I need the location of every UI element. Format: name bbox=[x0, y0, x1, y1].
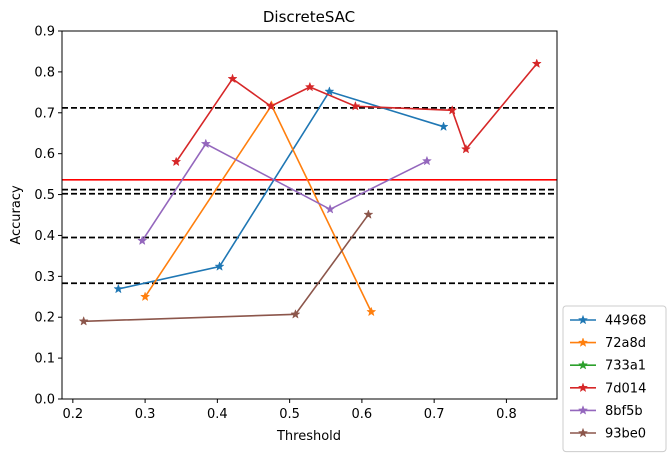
y-tick-label: 0.5 bbox=[34, 188, 55, 203]
data-point-7d014-0 bbox=[171, 156, 182, 167]
legend-label: 7d014 bbox=[605, 381, 646, 396]
data-point-8bf5b-2 bbox=[325, 203, 336, 214]
x-axis: 0.2 0.3 0.4 0.5 0.6 0.7 0.8 bbox=[62, 399, 517, 422]
y-axis-label: Accuracy bbox=[9, 185, 24, 245]
data-point-44968-1 bbox=[214, 261, 225, 271]
data-point-7d014-5 bbox=[447, 104, 458, 115]
data-point-93be0-2 bbox=[363, 209, 374, 219]
reference-lines bbox=[62, 107, 557, 285]
x-tick-label: 0.4 bbox=[207, 407, 228, 422]
x-tick-label: 0.2 bbox=[62, 407, 83, 422]
legend-star-icon bbox=[577, 427, 589, 438]
series-44968 bbox=[113, 86, 449, 294]
data-point-93be0-1 bbox=[290, 309, 301, 319]
data-point-7d014-4 bbox=[350, 100, 361, 111]
data-point-44968-0 bbox=[113, 283, 124, 294]
legend: 44968 72a8d 733a1 7d014 8bf5b 93be0 bbox=[562, 305, 667, 453]
series-line-72a8d bbox=[144, 103, 373, 313]
legend-label: 8bf5b bbox=[605, 404, 643, 419]
data-point-93be0-0 bbox=[78, 315, 89, 326]
y-tick-label: 0.2 bbox=[34, 311, 55, 326]
legend-label: 93be0 bbox=[605, 427, 646, 442]
legend-item-72a8d: 72a8d bbox=[570, 336, 646, 351]
legend-star-icon bbox=[577, 359, 589, 370]
legend-item-8bf5b: 8bf5b bbox=[570, 404, 643, 419]
y-tick-label: 0.0 bbox=[34, 393, 55, 408]
legend-label: 733a1 bbox=[605, 359, 646, 374]
legend-star-icon bbox=[577, 405, 589, 415]
y-tick-label: 0.7 bbox=[34, 106, 55, 121]
x-tick-label: 0.5 bbox=[279, 407, 300, 422]
series-group bbox=[78, 58, 542, 326]
x-axis-label: Threshold bbox=[276, 429, 341, 444]
data-point-72a8d-0 bbox=[140, 291, 151, 302]
data-point-7d014-7 bbox=[531, 58, 542, 69]
legend-item-93be0: 93be0 bbox=[570, 427, 646, 442]
x-tick-label: 0.3 bbox=[135, 407, 156, 422]
series-line-7d014 bbox=[175, 63, 538, 163]
y-tick-label: 0.1 bbox=[34, 352, 55, 367]
x-tick-label: 0.8 bbox=[496, 407, 517, 422]
series-line-8bf5b bbox=[141, 142, 428, 242]
legend-item-44968: 44968 bbox=[570, 314, 646, 329]
data-point-44968-2 bbox=[324, 86, 335, 96]
legend-label: 44968 bbox=[605, 314, 646, 329]
series-7d014 bbox=[171, 58, 542, 167]
y-tick-label: 0.8 bbox=[34, 65, 55, 80]
data-point-8bf5b-3 bbox=[421, 155, 432, 166]
data-point-44968-3 bbox=[438, 121, 449, 131]
series-line-44968 bbox=[118, 90, 444, 290]
series-93be0 bbox=[78, 209, 374, 326]
data-point-7d014-3 bbox=[304, 81, 315, 92]
data-point-8bf5b-0 bbox=[137, 235, 148, 246]
y-tick-label: 0.3 bbox=[34, 270, 55, 285]
data-point-7d014-6 bbox=[460, 143, 472, 154]
legend-label: 72a8d bbox=[605, 336, 646, 351]
plot-frame bbox=[61, 30, 558, 400]
y-tick-label: 0.6 bbox=[34, 147, 55, 162]
series-line-93be0 bbox=[83, 214, 370, 323]
data-point-8bf5b-1 bbox=[200, 138, 211, 149]
x-tick-label: 0.7 bbox=[424, 407, 445, 422]
y-tick-label: 0.9 bbox=[34, 25, 55, 40]
legend-star-icon bbox=[577, 382, 589, 393]
data-point-7d014-2 bbox=[265, 100, 276, 111]
legend-star-icon bbox=[577, 314, 589, 325]
y-tick-label: 0.4 bbox=[34, 229, 55, 244]
legend-star-icon bbox=[577, 337, 589, 347]
legend-item-733a1: 733a1 bbox=[570, 359, 646, 374]
data-point-72a8d-2 bbox=[366, 306, 377, 317]
legend-item-7d014: 7d014 bbox=[570, 381, 646, 396]
data-point-7d014-1 bbox=[227, 73, 238, 84]
series-8bf5b bbox=[137, 138, 432, 246]
chart-title: DiscreteSAC bbox=[263, 8, 355, 26]
x-tick-label: 0.6 bbox=[352, 407, 373, 422]
y-axis: 0.0 0.1 0.2 0.3 0.4 0.5 0.6 0.7 0.8 0.9 bbox=[34, 25, 62, 408]
